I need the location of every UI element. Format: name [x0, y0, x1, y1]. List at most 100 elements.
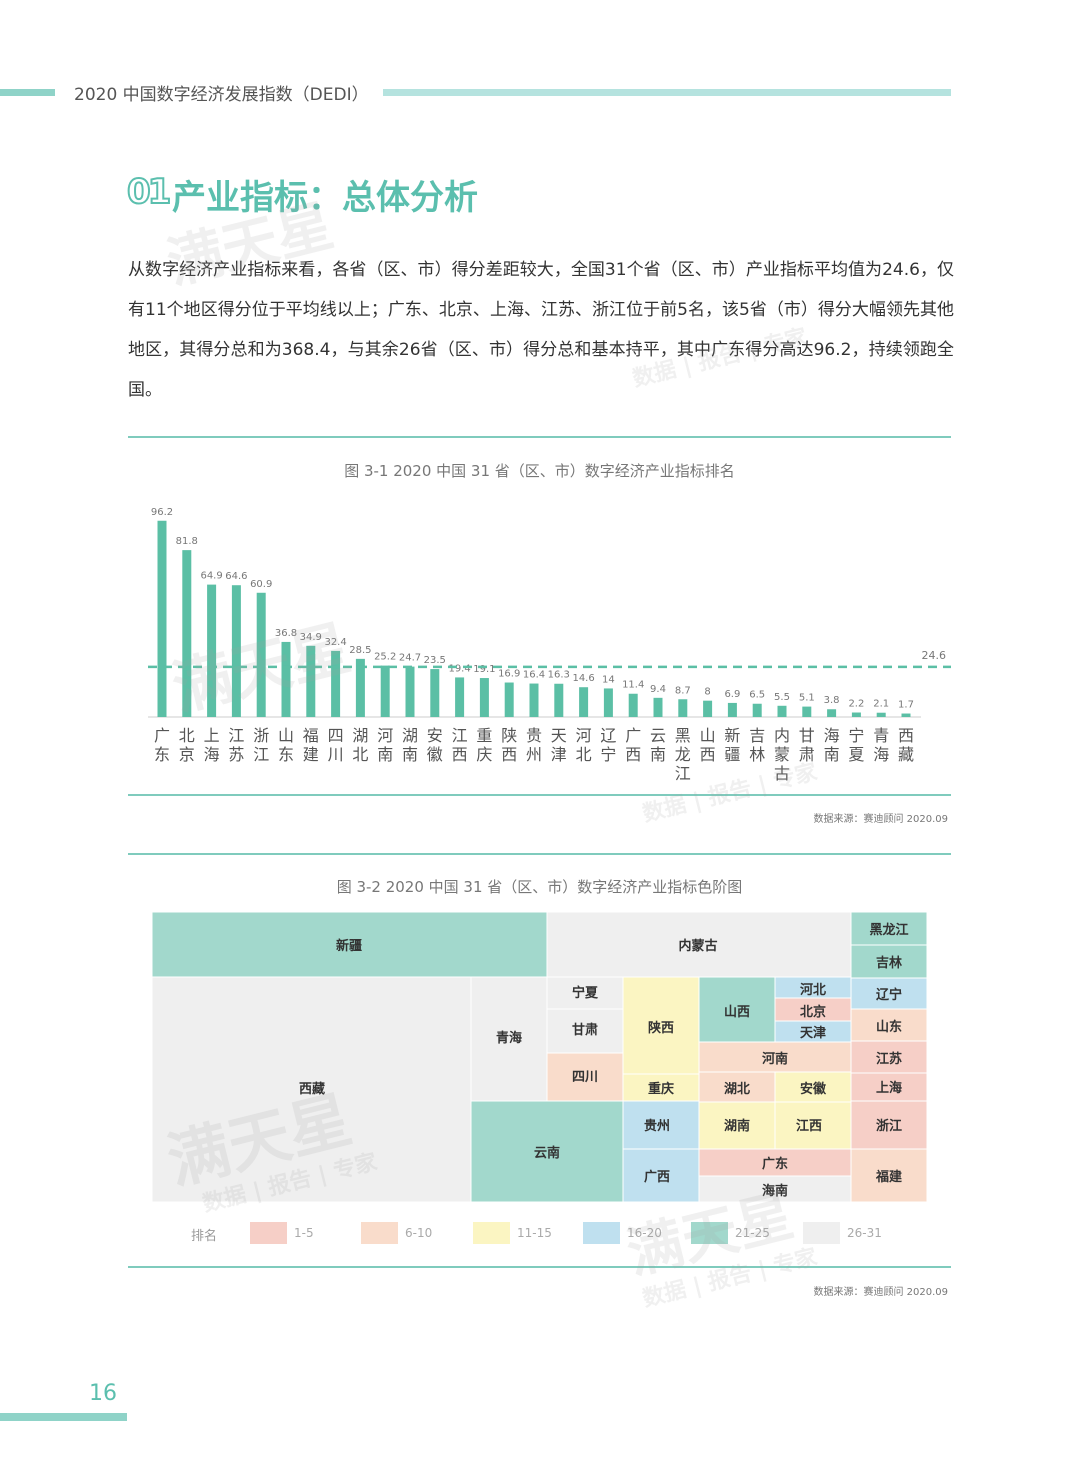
figure2-title: 图 3-2 2020 中国 31 省（区、市）数字经济产业指标色阶图 [336, 878, 743, 896]
legend-label: 6-10 [405, 1226, 433, 1240]
region-label: 湖北 [724, 1082, 750, 1097]
tick-label: 海 [204, 745, 220, 764]
region-tile [622, 976, 700, 1075]
region-tile [622, 1073, 700, 1102]
bar [157, 520, 167, 717]
tick-label: 古 [774, 764, 790, 783]
legend-label: 26-31 [847, 1226, 882, 1240]
figure1-top-rule [128, 436, 951, 438]
region-tile [622, 1148, 700, 1203]
region-tile [546, 1008, 624, 1054]
tick-label: 福 [303, 726, 319, 745]
tick-label: 北 [179, 726, 195, 745]
data-label: 6.5 [749, 690, 765, 701]
tick-label: 四 [328, 726, 344, 745]
legend-swatch [691, 1222, 728, 1244]
tick-label: 青 [873, 726, 889, 745]
watermark-sub: 数据 | 报告 | 专家 [640, 1244, 820, 1313]
tick-label: 安 [427, 726, 443, 745]
tick-label: 疆 [724, 745, 740, 764]
tick-label: 西 [625, 745, 641, 764]
tick-label: 南 [402, 745, 418, 764]
footer-accent-bar [0, 1413, 127, 1421]
bar [182, 550, 192, 717]
legend-swatch [473, 1222, 510, 1244]
bar [405, 666, 415, 717]
region-tile [774, 1101, 852, 1150]
data-label: 16.3 [548, 670, 570, 681]
region-tile [698, 976, 776, 1043]
tick-label: 川 [328, 745, 344, 764]
tick-label: 徽 [427, 745, 443, 764]
data-label: 64.9 [200, 571, 222, 582]
data-label: 64.6 [225, 571, 247, 582]
data-label: 8 [704, 687, 710, 698]
tick-label: 江 [675, 764, 691, 783]
tick-label: 海 [824, 726, 840, 745]
tick-label: 宁 [600, 745, 616, 764]
region-tile [470, 1100, 624, 1203]
tick-label: 江 [228, 726, 244, 745]
bar [827, 709, 837, 717]
bar [901, 713, 911, 717]
tick-label: 林 [749, 745, 765, 764]
legend-swatch [803, 1222, 840, 1244]
region-tile [850, 912, 928, 946]
bar [281, 641, 291, 717]
average-label: 24.6 [922, 649, 947, 662]
tick-label: 南 [824, 745, 840, 764]
data-label: 11.4 [622, 680, 644, 691]
tick-label: 苏 [228, 745, 244, 764]
region-label: 广东 [762, 1156, 788, 1172]
data-label: 5.1 [799, 693, 815, 704]
bar [802, 706, 812, 717]
region-label: 江苏 [876, 1051, 902, 1067]
tick-label: 海 [873, 745, 889, 764]
bar [851, 712, 861, 717]
tick-label: 蒙 [774, 745, 790, 764]
bar [380, 665, 390, 717]
data-label: 2.1 [873, 699, 889, 710]
tick-label: 津 [551, 745, 567, 764]
region-tile [850, 1100, 928, 1150]
tick-label: 西 [501, 745, 517, 764]
bar [455, 677, 465, 717]
bar [479, 678, 489, 717]
region-label: 辽宁 [876, 987, 902, 1003]
region-tile [698, 1041, 852, 1073]
header-accent-bar-right [383, 89, 951, 96]
region-label: 上海 [876, 1080, 902, 1096]
bar [504, 682, 514, 717]
tick-label: 西 [452, 745, 468, 764]
tick-label: 京 [179, 745, 195, 764]
region-label: 青海 [496, 1030, 522, 1046]
tick-label: 庆 [476, 745, 492, 764]
tick-label: 北 [352, 745, 368, 764]
region-label: 湖南 [724, 1118, 750, 1134]
data-label: 28.5 [349, 645, 371, 656]
data-label: 8.7 [675, 685, 691, 696]
data-label: 6.9 [724, 689, 740, 700]
tick-label: 贵 [526, 726, 542, 745]
region-label: 新疆 [336, 938, 362, 954]
region-tile [774, 1071, 852, 1103]
legend-label: 16-20 [627, 1226, 662, 1240]
region-label: 吉林 [876, 955, 902, 971]
bar [355, 658, 365, 717]
legend-swatch [583, 1222, 620, 1244]
tick-label: 吉 [749, 726, 765, 745]
data-label: 1.7 [898, 700, 914, 711]
tick-label: 南 [377, 745, 393, 764]
tick-label: 河 [377, 726, 393, 745]
region-label: 山东 [876, 1019, 902, 1035]
tick-label: 广 [625, 726, 641, 745]
data-label: 2.2 [848, 699, 864, 710]
figure2-source: 数据来源：赛迪顾问 2020.09 [813, 1287, 948, 1298]
bar [207, 584, 217, 717]
bar [777, 705, 787, 717]
tick-label: 龙 [675, 745, 691, 764]
data-label: 32.4 [324, 637, 346, 648]
region-tile [698, 1148, 852, 1177]
tick-label: 东 [154, 745, 170, 764]
